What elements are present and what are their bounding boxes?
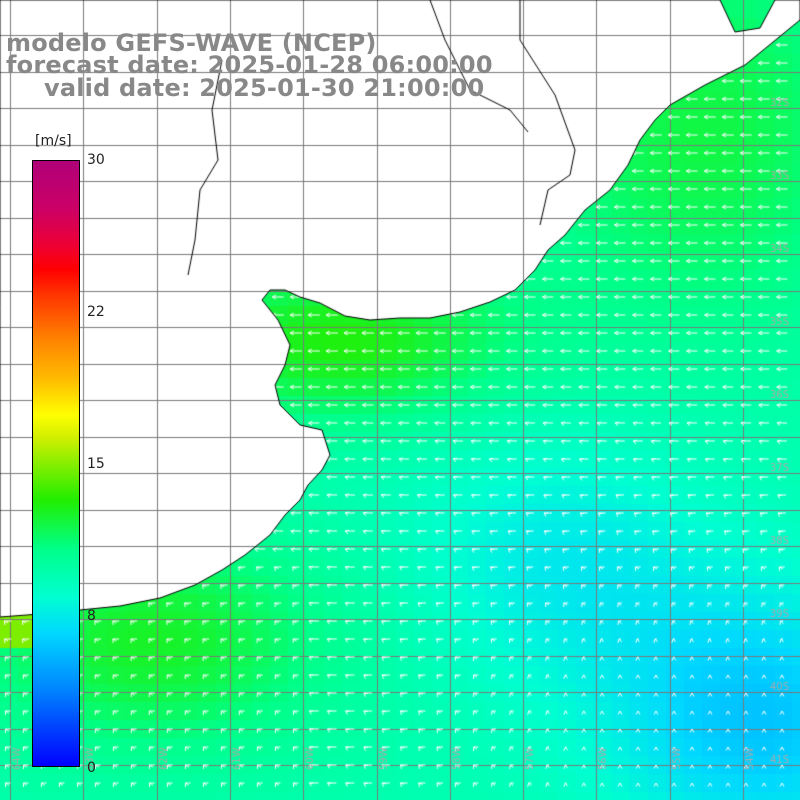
colorbar-frame xyxy=(32,160,80,767)
colorbar-gradient xyxy=(33,161,79,766)
colorbar-tick-8: 8 xyxy=(87,608,96,624)
colorbar-tick-0: 0 xyxy=(87,760,96,776)
colorbar-unit: [m/s] xyxy=(35,133,72,149)
model-title: modelo GEFS-WAVE (NCEP) xyxy=(6,29,377,57)
colorbar-tick-15: 15 xyxy=(87,456,105,472)
forecast-date: forecast date: 2025-01-28 06:00:00 xyxy=(6,51,493,79)
colorbar-tick-30: 30 xyxy=(87,152,105,168)
valid-date: valid date: 2025-01-30 21:00:00 xyxy=(44,74,485,102)
colorbar-tick-22: 22 xyxy=(87,304,105,320)
